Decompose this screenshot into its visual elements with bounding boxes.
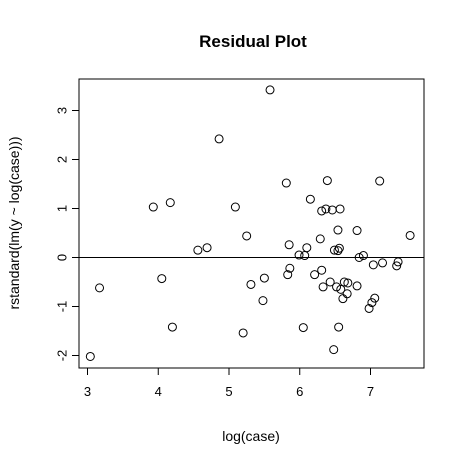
data-point [336, 284, 346, 294]
data-point [258, 296, 268, 306]
data-point [242, 231, 252, 241]
data-point [317, 265, 327, 275]
data-point [305, 194, 315, 204]
x-axis-label: log(case) [222, 428, 280, 444]
data-point [332, 282, 342, 292]
data-point [343, 278, 353, 288]
data-point [85, 351, 95, 361]
data-point [95, 283, 105, 293]
y-tick-label: 3 [55, 107, 70, 114]
data-point [370, 293, 380, 303]
data-point [368, 260, 378, 270]
x-tick-label: 6 [296, 384, 303, 399]
data-point [342, 289, 352, 299]
data-point [378, 258, 388, 268]
data-point [165, 198, 175, 208]
data-point [246, 279, 256, 289]
y-tick-label: -2 [55, 350, 70, 362]
data-point [405, 230, 415, 240]
data-point [310, 270, 320, 280]
data-point [334, 322, 344, 332]
data-point [339, 277, 349, 287]
x-tick-label: 5 [225, 384, 232, 399]
data-point [335, 204, 345, 214]
data-point [392, 261, 402, 271]
data-point [283, 270, 293, 280]
data-point [338, 294, 348, 304]
data-point [334, 243, 344, 253]
data-point [375, 176, 385, 186]
data-point [202, 243, 212, 253]
data-point [352, 281, 362, 291]
x-tick-label: 3 [84, 384, 91, 399]
x-tick-label: 4 [155, 384, 162, 399]
plot-frame [78, 78, 425, 369]
data-point [329, 245, 339, 255]
x-axis: 3 4 5 6 7 [84, 368, 374, 399]
data-point [157, 274, 167, 284]
y-axis: -2 -1 0 1 2 3 [55, 107, 79, 362]
data-points [85, 85, 415, 361]
y-axis-label: rstandard(lm(y ~ log(case))) [6, 136, 22, 309]
data-point [318, 282, 328, 292]
data-point [284, 240, 294, 250]
data-point [317, 206, 327, 216]
data-point [285, 263, 295, 273]
y-tick-label: 0 [55, 254, 70, 261]
data-point [298, 323, 308, 333]
data-point [214, 134, 224, 144]
data-point [321, 204, 331, 214]
y-tick-label: 1 [55, 205, 70, 212]
data-point [302, 243, 312, 253]
data-point [325, 277, 335, 287]
chart-title: Residual Plot [199, 32, 307, 51]
data-point [259, 273, 269, 283]
data-point [333, 246, 343, 256]
plot-area [78, 78, 425, 369]
y-tick-label: 2 [55, 156, 70, 163]
data-point [148, 202, 158, 212]
data-point [294, 250, 304, 260]
data-point [367, 298, 377, 308]
data-point [167, 322, 177, 332]
data-point [281, 178, 291, 188]
data-point [329, 345, 339, 355]
data-point [300, 251, 310, 261]
data-point [354, 253, 364, 262]
data-point [230, 202, 240, 212]
data-point [358, 251, 368, 261]
y-tick-label: -1 [55, 301, 70, 313]
data-point [193, 245, 203, 255]
data-point [238, 328, 248, 338]
data-point [333, 225, 343, 235]
x-tick-label: 7 [367, 384, 374, 399]
data-point [322, 176, 332, 186]
data-point [364, 303, 374, 313]
data-point [315, 234, 325, 244]
data-point [352, 226, 362, 236]
data-point [265, 85, 275, 95]
data-point [393, 257, 403, 267]
